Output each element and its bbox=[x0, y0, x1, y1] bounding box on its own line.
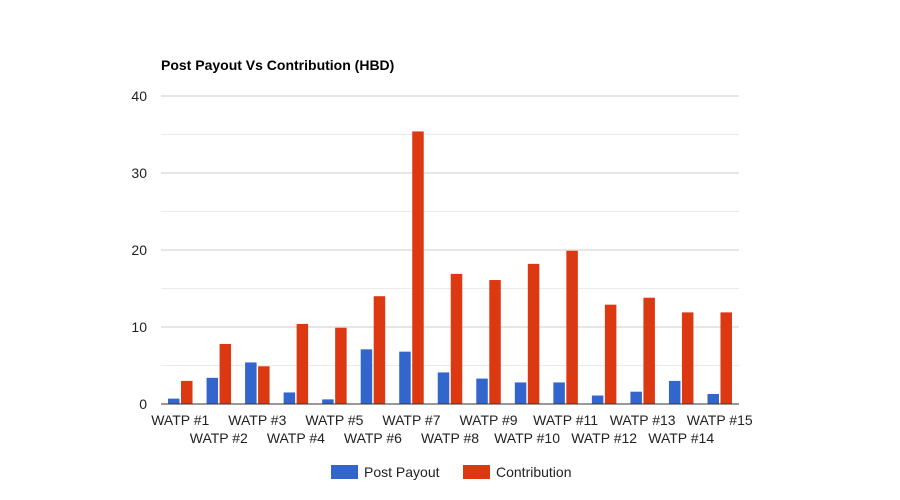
x-tick-label: WATP #15 bbox=[687, 412, 753, 428]
bar-post-payout[interactable] bbox=[668, 380, 681, 404]
y-tick-label: 10 bbox=[131, 319, 147, 335]
bars bbox=[168, 131, 732, 405]
x-axis-ticks: WATP #1 WATP #2 WATP #3 WATP #4 WATP #5 WATP … bbox=[151, 412, 753, 446]
legend-label: Post Payout bbox=[364, 464, 440, 480]
x-tick-label: WATP #12 bbox=[571, 430, 637, 446]
x-tick-label: WATP #1 bbox=[151, 412, 209, 428]
bar-contribution[interactable] bbox=[566, 250, 578, 404]
legend-label: Contribution bbox=[496, 464, 572, 480]
bar-contribution[interactable] bbox=[604, 304, 617, 404]
y-tick-label: 0 bbox=[139, 396, 147, 412]
bar-contribution[interactable] bbox=[258, 366, 270, 404]
y-tick-label: 30 bbox=[131, 165, 147, 181]
bar-contribution[interactable] bbox=[720, 312, 732, 404]
bar-contribution[interactable] bbox=[412, 131, 424, 405]
x-tick-label: WATP #6 bbox=[344, 430, 402, 446]
x-tick-label: WATP #8 bbox=[421, 430, 479, 446]
bar-contribution[interactable] bbox=[681, 312, 694, 404]
bar-contribution[interactable] bbox=[489, 280, 501, 404]
bar-post-payout[interactable] bbox=[514, 382, 527, 404]
bar-contribution[interactable] bbox=[527, 263, 540, 404]
y-axis-ticks: 0 10 20 30 40 bbox=[131, 88, 147, 412]
legend: Post Payout Contribution bbox=[331, 464, 572, 480]
bar-contribution[interactable] bbox=[450, 273, 463, 404]
gridlines bbox=[161, 95, 739, 366]
x-tick-label: WATP #7 bbox=[382, 412, 440, 428]
bar-post-payout[interactable] bbox=[437, 372, 450, 404]
x-tick-label: WATP #13 bbox=[610, 412, 676, 428]
bar-post-payout[interactable] bbox=[245, 362, 257, 404]
bar-post-payout[interactable] bbox=[591, 395, 604, 404]
bar-post-payout[interactable] bbox=[168, 398, 180, 404]
x-tick-label: WATP #2 bbox=[190, 430, 248, 446]
chart-title: Post Payout Vs Contribution (HBD) bbox=[161, 57, 394, 73]
x-tick-label: WATP #3 bbox=[228, 412, 286, 428]
bar-post-payout[interactable] bbox=[707, 393, 719, 404]
bar-contribution[interactable] bbox=[181, 380, 193, 404]
x-tick-label: WATP #4 bbox=[267, 430, 325, 446]
legend-swatch bbox=[463, 465, 490, 479]
bar-post-payout[interactable] bbox=[360, 349, 373, 404]
y-tick-label: 40 bbox=[131, 88, 147, 104]
bar-post-payout[interactable] bbox=[399, 351, 411, 404]
bar-post-payout[interactable] bbox=[630, 391, 642, 404]
bar-post-payout[interactable] bbox=[283, 392, 296, 404]
bar-post-payout[interactable] bbox=[553, 382, 565, 404]
x-tick-label: WATP #11 bbox=[533, 412, 598, 428]
y-tick-label: 20 bbox=[131, 242, 147, 258]
x-tick-label: WATP #14 bbox=[648, 430, 714, 446]
bar-contribution[interactable] bbox=[219, 343, 232, 404]
bar-post-payout[interactable] bbox=[206, 377, 219, 404]
legend-swatch bbox=[331, 465, 358, 479]
x-tick-label: WATP #5 bbox=[305, 412, 363, 428]
bar-contribution[interactable] bbox=[373, 296, 386, 404]
bar-contribution[interactable] bbox=[335, 327, 347, 404]
x-tick-label: WATP #10 bbox=[494, 430, 560, 446]
bar-contribution[interactable] bbox=[296, 323, 309, 404]
bar-contribution[interactable] bbox=[643, 297, 655, 404]
bar-post-payout[interactable] bbox=[476, 378, 488, 404]
bar-post-payout[interactable] bbox=[322, 399, 334, 404]
x-tick-label: WATP #9 bbox=[459, 412, 517, 428]
